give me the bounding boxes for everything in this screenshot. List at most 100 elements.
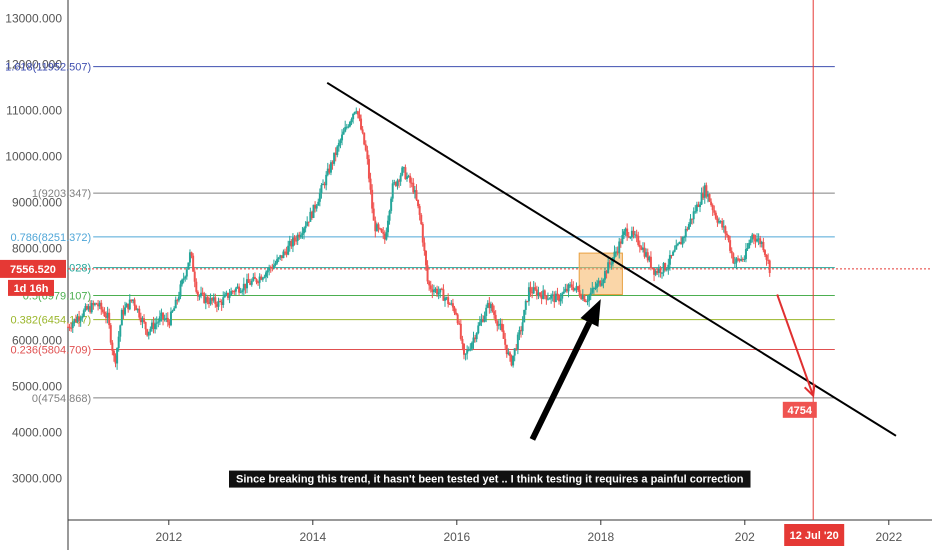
candle-body — [347, 126, 350, 128]
candle-body — [375, 224, 378, 232]
candle-body — [602, 279, 605, 284]
candle-body — [507, 352, 510, 355]
candle-body — [215, 304, 218, 307]
candle-body — [683, 236, 686, 238]
candle-body — [382, 232, 385, 234]
projection-arrow-head — [803, 383, 816, 398]
candle-body — [463, 343, 465, 355]
candle-body — [494, 314, 497, 322]
candle-body — [162, 312, 165, 320]
trendline — [326, 81, 897, 437]
candle-body — [616, 251, 619, 253]
pointer-arrow — [529, 321, 593, 441]
candle-body — [638, 244, 641, 248]
countdown-badge — [8, 279, 54, 296]
candle-body — [225, 292, 228, 295]
candle-body — [182, 278, 185, 280]
candle-body — [687, 224, 690, 230]
candle-body — [396, 180, 399, 186]
candle-body — [143, 318, 146, 323]
candle-body — [581, 295, 584, 300]
candle-body — [152, 322, 155, 330]
candle-body — [394, 182, 397, 186]
candle-body — [458, 323, 461, 325]
candle-body — [474, 337, 477, 340]
fib-level-label: 1.618(11952.507) — [5, 62, 91, 74]
candle-body — [756, 239, 759, 242]
candle-body — [120, 309, 123, 326]
candle-body — [157, 321, 160, 323]
candle-body — [200, 292, 203, 296]
candle-body — [680, 241, 683, 245]
candle-body — [265, 272, 267, 277]
candle-body — [271, 267, 274, 269]
candle-body — [293, 237, 296, 241]
candle-body — [436, 288, 439, 295]
candle-body — [626, 228, 629, 237]
candle-body — [515, 348, 518, 350]
candle-body — [467, 349, 470, 351]
candle-body — [624, 228, 627, 232]
candle-body — [390, 198, 393, 211]
fib-level-label: 0(4754.868) — [32, 393, 91, 405]
candle-body — [217, 301, 220, 307]
candle-body — [501, 323, 504, 331]
candle-body — [201, 292, 204, 294]
candle-body — [214, 297, 217, 305]
candle-body — [516, 334, 519, 350]
candle-body — [531, 291, 534, 294]
candle-body — [247, 279, 250, 283]
target-badge — [782, 401, 817, 418]
candle-body — [622, 231, 625, 235]
candle-body — [71, 323, 74, 328]
candle-body — [478, 322, 481, 326]
candle-body — [529, 287, 532, 292]
candle-body — [352, 113, 355, 120]
y-tick-label: 13000.000 — [5, 11, 62, 25]
candle-body — [160, 312, 163, 317]
candle-body — [689, 218, 692, 225]
candle-body — [377, 224, 380, 229]
candle-body — [252, 276, 255, 281]
candle-body — [767, 259, 770, 261]
candle-body — [565, 288, 568, 292]
candle-body — [301, 233, 304, 235]
candle-body — [681, 237, 684, 245]
candle-body — [204, 297, 207, 303]
candle-body — [127, 303, 130, 310]
candle-body — [573, 288, 576, 291]
candle-body — [526, 300, 529, 302]
candle-body — [82, 310, 85, 317]
x-tick-label: 2014 — [299, 530, 326, 544]
y-tick-label: 12000.000 — [5, 57, 62, 71]
candle-body — [135, 305, 138, 311]
candle-body — [139, 317, 142, 323]
candle-body — [101, 309, 104, 312]
candle-body — [184, 276, 187, 279]
candle-body — [93, 303, 96, 305]
candle-body — [303, 228, 306, 234]
candle-body — [645, 252, 648, 257]
candle-body — [155, 322, 158, 324]
candle-body — [385, 232, 388, 240]
candle-body — [496, 321, 499, 326]
candle-body — [459, 323, 462, 339]
candle-body — [185, 269, 188, 277]
candle-body — [741, 259, 744, 261]
candle-body — [288, 241, 291, 246]
candle-body — [448, 304, 451, 306]
y-tick-label: 5000.000 — [12, 380, 62, 394]
candle-body — [699, 204, 702, 207]
candle-body — [694, 211, 697, 213]
y-tick-label: 9000.000 — [12, 195, 62, 209]
candle-body — [450, 303, 453, 305]
candle-body — [559, 298, 562, 302]
candle-body — [154, 323, 157, 330]
candle-body — [700, 192, 703, 205]
candle-body — [171, 310, 174, 312]
candle-body — [269, 267, 272, 269]
candle-body — [207, 302, 210, 304]
candle-body — [274, 263, 277, 266]
candle-body — [147, 331, 150, 336]
